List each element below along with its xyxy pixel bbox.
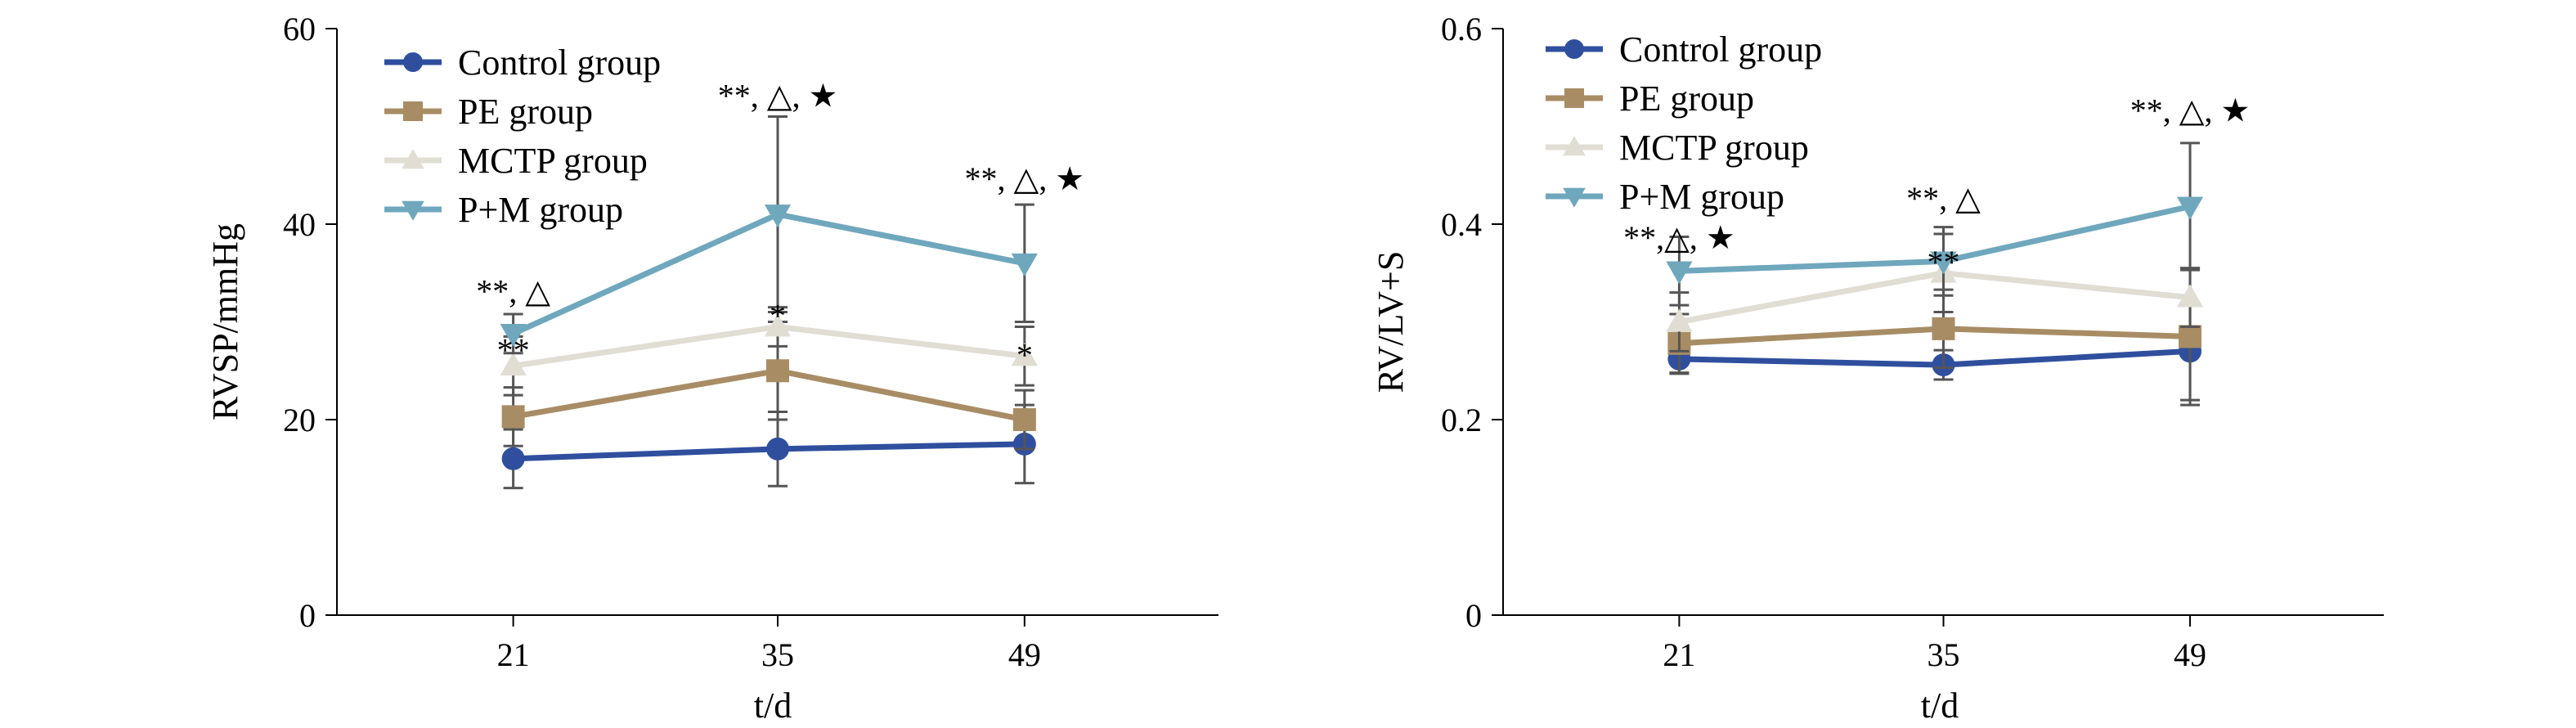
data-point: [764, 313, 792, 337]
legend-label: MCTP group: [1619, 128, 1809, 168]
y-tick-label: 0.4: [1441, 206, 1482, 243]
legend-label: P+M group: [1619, 177, 1784, 217]
legend-label: MCTP group: [458, 141, 648, 181]
legend-item: PE group: [1546, 79, 1754, 119]
data-point: [1666, 261, 1693, 285]
significance-annotation: **: [497, 331, 530, 368]
legend-label: P+M group: [458, 190, 623, 230]
y-tick-label: 0.2: [1441, 402, 1482, 438]
data-point: [1932, 317, 1955, 340]
data-point: [764, 204, 792, 228]
legend-item: PE group: [384, 92, 593, 132]
legend-marker: [403, 101, 423, 121]
significance-annotation: *: [1016, 336, 1033, 373]
legend-label: Control group: [458, 43, 661, 83]
legend-label: PE group: [1619, 79, 1754, 119]
significance-annotation: **,△, ★: [1623, 219, 1735, 256]
data-point: [2176, 284, 2204, 308]
x-axis-title: t/d: [1921, 685, 1959, 726]
data-point: [2179, 325, 2202, 348]
data-point: [766, 437, 789, 461]
data-point: [1011, 253, 1038, 276]
legend-label: Control group: [1619, 29, 1822, 70]
x-tick-label: 49: [1008, 636, 1041, 673]
data-point: [766, 359, 789, 383]
legend-marker: [1563, 136, 1586, 156]
y-tick-label: 20: [283, 402, 316, 438]
significance-annotation: **, △, ★: [2130, 92, 2251, 129]
series-3: [500, 306, 1038, 397]
y-tick-label: 40: [283, 206, 316, 243]
data-point: [1666, 308, 1693, 332]
significance-annotation: **, △: [476, 273, 550, 310]
x-tick-label: 35: [761, 636, 794, 673]
data-point: [1012, 408, 1036, 431]
legend-marker: [1564, 39, 1584, 59]
legend: Control group PE group MCTP group P+M group: [1546, 29, 1822, 217]
significance-annotation: **, △, ★: [718, 78, 838, 115]
data-point: [501, 447, 525, 470]
chart-panel-2: 0 0.2 0.4 0.6 21 35 49 RV/LV+S t/d Control group P…: [1371, 11, 2384, 726]
series-1: [501, 403, 1036, 490]
legend-marker: [402, 200, 424, 221]
legend-item: MCTP group: [1546, 128, 1809, 168]
significance-annotation: **, △: [1906, 180, 1981, 217]
x-tick-label: 21: [497, 636, 530, 673]
legend-item: P+M group: [384, 190, 623, 230]
legend-marker: [1563, 187, 1586, 208]
y-tick-label: 60: [283, 11, 316, 47]
legend-marker: [403, 52, 423, 72]
significance-annotation: *: [770, 297, 786, 334]
y-axis-title: RV/LV+S: [1371, 251, 1411, 393]
y-axis-title: RVSP/mmHg: [205, 223, 245, 420]
x-tick-label: 35: [1928, 636, 1960, 673]
data-point: [2176, 196, 2204, 220]
legend-label: PE group: [458, 92, 593, 132]
legend-marker: [402, 149, 424, 169]
series-2: [1667, 267, 2202, 407]
data-point: [500, 323, 527, 347]
series-4: [500, 115, 1038, 355]
legend: Control group PE group MCTP group P+M group: [384, 43, 661, 230]
data-point: [500, 353, 527, 376]
y-tick-label: 0.6: [1441, 11, 1482, 47]
significance-annotation: **: [1928, 244, 1960, 281]
x-tick-label: 49: [2174, 636, 2206, 673]
legend-marker: [1564, 88, 1584, 108]
legend-item: MCTP group: [384, 141, 648, 181]
data-point: [1011, 343, 1038, 366]
significance-annotation: **, △, ★: [965, 160, 1085, 197]
series-1: [1667, 301, 2202, 402]
x-tick-label: 21: [1663, 636, 1695, 673]
chart-panel-1: 0 20 40 60 21 35 49 RVSP/mmHg t/d Control group PE…: [205, 11, 1218, 726]
data-point: [501, 405, 525, 429]
series-4: [1666, 142, 2204, 307]
y-tick-label: 0: [299, 597, 316, 634]
series-2: [501, 321, 1036, 451]
x-axis-title: t/d: [754, 685, 792, 726]
legend-item: P+M group: [1546, 177, 1784, 217]
y-tick-label: 0: [1465, 597, 1482, 634]
data-point: [1930, 251, 1957, 275]
legend-item: Control group: [384, 43, 661, 83]
legend-item: Control group: [1546, 29, 1822, 70]
